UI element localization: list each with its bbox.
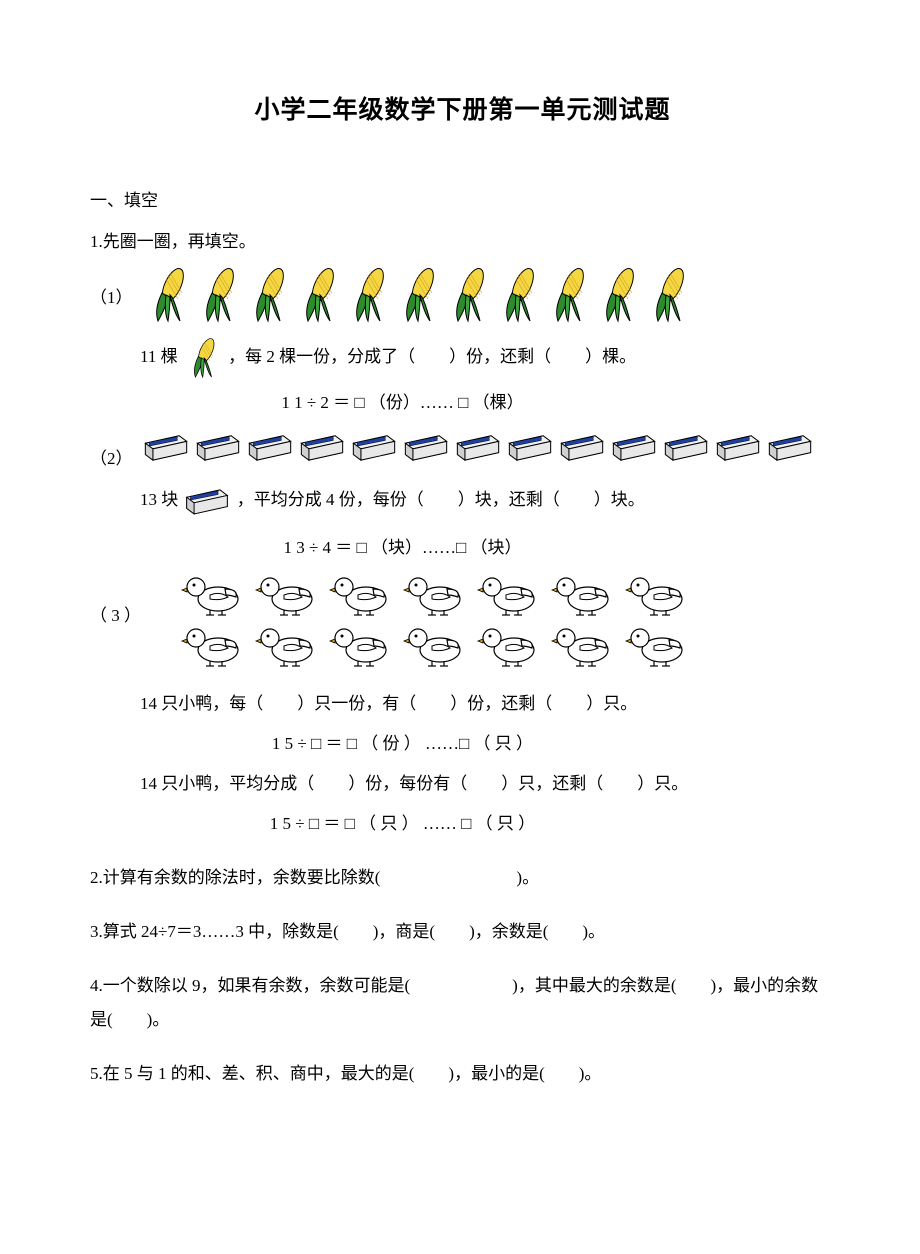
eraser-icon <box>183 485 231 517</box>
q1-p1-line1: 11 棵 ，每 2 棵一份，分成了（ ）份，还剩（ ）棵。 <box>90 336 835 380</box>
corn-icon <box>540 265 594 325</box>
q2: 2.计算有余数的除法时，余数要比除数( )。 <box>90 861 835 895</box>
duck-icon <box>254 571 324 617</box>
q1-p3-eq1: 1 5 ÷ □ ＝ □ （ 份 ） ……□ （ 只 ） <box>90 727 835 761</box>
q1-p3-line1: 14 只小鸭，每（ ）只一份，有（ ）份，还剩（ ）只。 <box>90 687 835 721</box>
eraser-icon <box>296 432 348 462</box>
corn-icon <box>340 265 394 325</box>
duck-icon <box>328 571 398 617</box>
duck-icon <box>550 571 620 617</box>
corn-icon <box>182 336 222 380</box>
duck-icon <box>624 622 694 668</box>
q5: 5.在 5 与 1 的和、差、积、商中，最大的是( )，最小的是( )。 <box>90 1057 835 1091</box>
q3: 3.算式 24÷7＝3……3 中，除数是( )，商是( )，余数是( )。 <box>90 915 835 949</box>
corn-row <box>140 265 690 330</box>
eraser-icon <box>764 432 816 462</box>
duck-row-2 <box>180 622 698 673</box>
duck-icon <box>476 571 546 617</box>
duck-row-1 <box>180 571 698 622</box>
eraser-icon <box>608 432 660 462</box>
eraser-icon <box>556 432 608 462</box>
duck-icon <box>402 622 472 668</box>
eraser-icon <box>192 432 244 462</box>
q1-p1-eq: 1 1 ÷ 2 ＝ □ （份）…… □ （棵） <box>90 386 835 420</box>
q1-p2-line1b: ，平均分成 4 份，每份（ ）块，还剩（ ）块。 <box>237 490 645 509</box>
q1-p3-num: （ 3 ） <box>90 571 140 626</box>
eraser-icon <box>348 432 400 462</box>
q1-p2-line1: 13 块 ，平均分成 4 份，每份（ ）块，还剩（ ）块。 <box>90 483 835 517</box>
duck-icon <box>328 622 398 668</box>
eraser-icon <box>244 432 296 462</box>
corn-icon <box>240 265 294 325</box>
eraser-icon <box>452 432 504 462</box>
q1-p2-line1a: 13 块 <box>140 490 183 509</box>
q1-p2-eq: 1 3 ÷ 4 ＝ □ （块）……□ （块） <box>90 531 835 565</box>
duck-icon <box>476 622 546 668</box>
corn-icon <box>140 265 194 325</box>
corn-icon <box>590 265 644 325</box>
eraser-icon <box>712 432 764 462</box>
corn-icon <box>490 265 544 325</box>
eraser-icon <box>660 432 712 462</box>
duck-rows <box>140 571 698 673</box>
q1-p3-line2: 14 只小鸭，平均分成（ ）份，每份有（ ）只，还剩（ ）只。 <box>90 767 835 801</box>
corn-icon <box>640 265 694 325</box>
q1-p2-row: （2） <box>90 426 835 469</box>
eraser-icon <box>400 432 452 462</box>
q1-p1-line1b: ，每 2 棵一份，分成了（ ）份，还剩（ ）棵。 <box>228 347 636 366</box>
eraser-row <box>140 426 816 462</box>
q1-p3-eq2: 1 5 ÷ □ ＝ □ （ 只 ） …… □ （ 只 ） <box>90 807 835 841</box>
eraser-icon <box>504 432 556 462</box>
corn-icon <box>190 265 244 325</box>
duck-icon <box>180 622 250 668</box>
duck-icon <box>254 622 324 668</box>
duck-icon <box>180 571 250 617</box>
duck-icon <box>624 571 694 617</box>
page-title: 小学二年级数学下册第一单元测试题 <box>90 90 835 126</box>
section-1-heading: 一、填空 <box>90 186 835 211</box>
q1-p3-row: （ 3 ） <box>90 571 835 673</box>
q1-label: 1.先圈一圈，再填空。 <box>90 225 835 259</box>
corn-icon <box>440 265 494 325</box>
duck-icon <box>402 571 472 617</box>
duck-icon <box>550 622 620 668</box>
corn-icon <box>390 265 444 325</box>
corn-icon <box>290 265 344 325</box>
page: 小学二年级数学下册第一单元测试题 一、填空 1.先圈一圈，再填空。 （1） 11… <box>0 0 920 1254</box>
q1-p1-num: （1） <box>90 265 140 308</box>
q1-p2-num: （2） <box>90 426 140 469</box>
q1-p1-row: （1） <box>90 265 835 330</box>
eraser-icon <box>140 432 192 462</box>
q4: 4.一个数除以 9，如果有余数，余数可能是( )，其中最大的余数是( )，最小的… <box>90 969 835 1037</box>
q1-p1-line1a: 11 棵 <box>140 347 182 366</box>
